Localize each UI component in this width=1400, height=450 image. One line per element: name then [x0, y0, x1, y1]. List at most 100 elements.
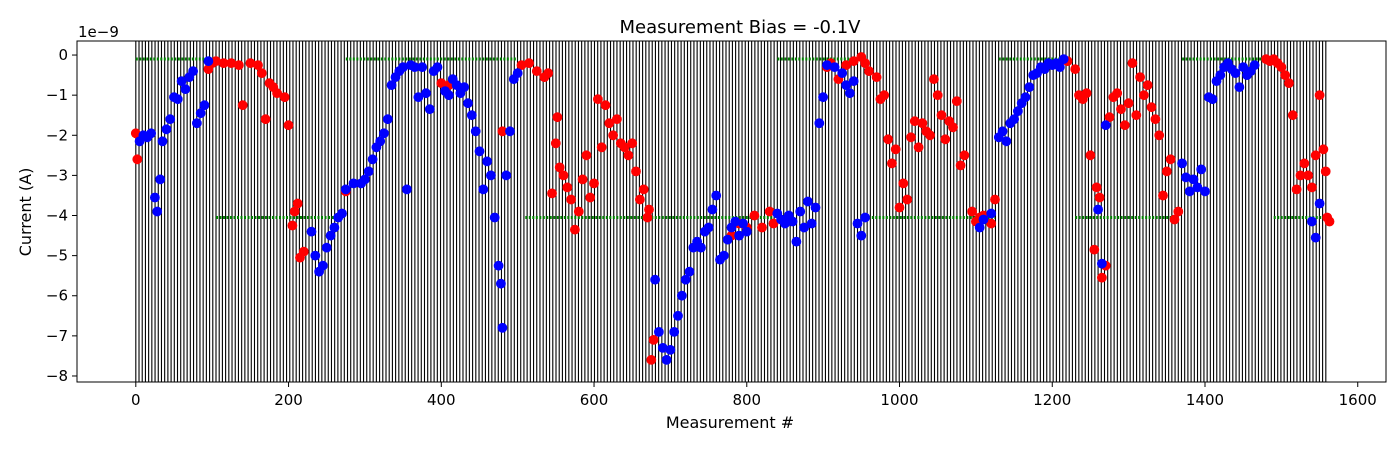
data-point	[195, 108, 206, 119]
y-tick-label: 0	[58, 46, 68, 64]
data-point	[1009, 114, 1019, 125]
data-point	[149, 192, 160, 203]
data-point	[1310, 150, 1321, 161]
data-point	[1119, 120, 1130, 131]
data-point	[1238, 62, 1249, 72]
data-point	[493, 260, 504, 271]
data-point	[1081, 88, 1092, 99]
data-point	[665, 344, 676, 355]
data-point	[1314, 198, 1325, 209]
data-point	[283, 120, 294, 131]
data-point	[1314, 90, 1325, 101]
x-tick-label: 1400	[1186, 391, 1224, 409]
data-point	[1299, 158, 1310, 169]
data-point	[967, 206, 977, 217]
data-point	[337, 208, 347, 219]
x-axis-ticks: 0 200 400 600 800 1000 1200 1400 1600	[131, 382, 1377, 409]
data-point	[489, 212, 500, 223]
data-point	[199, 100, 210, 111]
data-point	[841, 60, 851, 70]
y-tick-label: −6	[46, 287, 68, 305]
data-point	[256, 68, 267, 78]
data-point	[165, 114, 176, 125]
data-point	[1135, 72, 1145, 82]
data-point	[1215, 70, 1226, 80]
y-tick-label: −8	[46, 367, 68, 385]
data-point	[1091, 182, 1102, 193]
data-point	[635, 194, 645, 205]
data-point	[986, 218, 997, 229]
data-point	[132, 154, 143, 165]
data-point	[986, 208, 997, 219]
data-point	[1307, 182, 1317, 193]
data-point	[321, 242, 332, 253]
data-point	[589, 178, 599, 189]
data-point	[974, 222, 985, 233]
data-point	[894, 202, 905, 213]
data-point	[818, 92, 828, 103]
data-point	[505, 126, 515, 137]
data-point	[1085, 150, 1096, 161]
data-point	[623, 150, 634, 161]
data-point	[1127, 58, 1138, 68]
data-point	[852, 218, 863, 229]
data-point	[1280, 70, 1291, 80]
data-point	[287, 220, 298, 231]
plot-area	[130, 41, 1335, 382]
data-point	[550, 138, 561, 149]
data-point	[570, 224, 580, 235]
data-point	[1324, 216, 1335, 227]
data-point	[650, 274, 660, 285]
data-point	[680, 274, 691, 285]
data-point	[547, 188, 557, 199]
data-point	[329, 222, 340, 233]
y-tick-label: −3	[46, 166, 68, 184]
data-point	[593, 94, 603, 105]
data-point	[260, 114, 271, 125]
data-point	[608, 130, 618, 141]
data-point	[172, 94, 183, 105]
data-point	[1303, 170, 1313, 181]
data-point	[543, 68, 554, 78]
data-point	[803, 196, 813, 207]
data-point	[1139, 90, 1149, 101]
data-point	[631, 166, 641, 177]
data-point	[1169, 214, 1180, 225]
data-point	[495, 278, 506, 289]
data-point	[1089, 244, 1100, 255]
data-point	[997, 126, 1008, 137]
data-point	[524, 58, 534, 68]
chart-title: Measurement Bias = -0.1V	[619, 17, 861, 38]
data-point	[554, 162, 565, 173]
data-point	[814, 118, 825, 129]
data-point	[1230, 68, 1241, 78]
data-point	[1234, 82, 1245, 92]
data-point	[421, 88, 431, 99]
data-point	[1154, 130, 1165, 141]
data-point	[367, 154, 378, 165]
data-point	[1116, 104, 1126, 115]
x-tick-label: 400	[427, 391, 456, 409]
data-point	[1001, 136, 1012, 147]
data-point	[325, 230, 336, 241]
data-point	[1142, 80, 1153, 90]
data-point	[152, 206, 163, 217]
x-tick-label: 1000	[880, 391, 918, 409]
data-point	[619, 142, 630, 153]
data-points	[130, 52, 1335, 365]
data-point	[948, 122, 958, 133]
data-point	[157, 136, 168, 147]
data-point	[253, 60, 263, 70]
data-point	[890, 144, 901, 155]
data-point	[925, 130, 935, 141]
data-point	[638, 184, 649, 195]
data-point	[722, 234, 733, 245]
y-tick-label: −5	[46, 247, 68, 265]
data-point	[512, 68, 523, 78]
data-point	[600, 100, 611, 111]
data-point	[848, 76, 859, 86]
data-point	[648, 334, 659, 345]
data-point	[734, 230, 744, 241]
data-point	[1100, 120, 1111, 131]
